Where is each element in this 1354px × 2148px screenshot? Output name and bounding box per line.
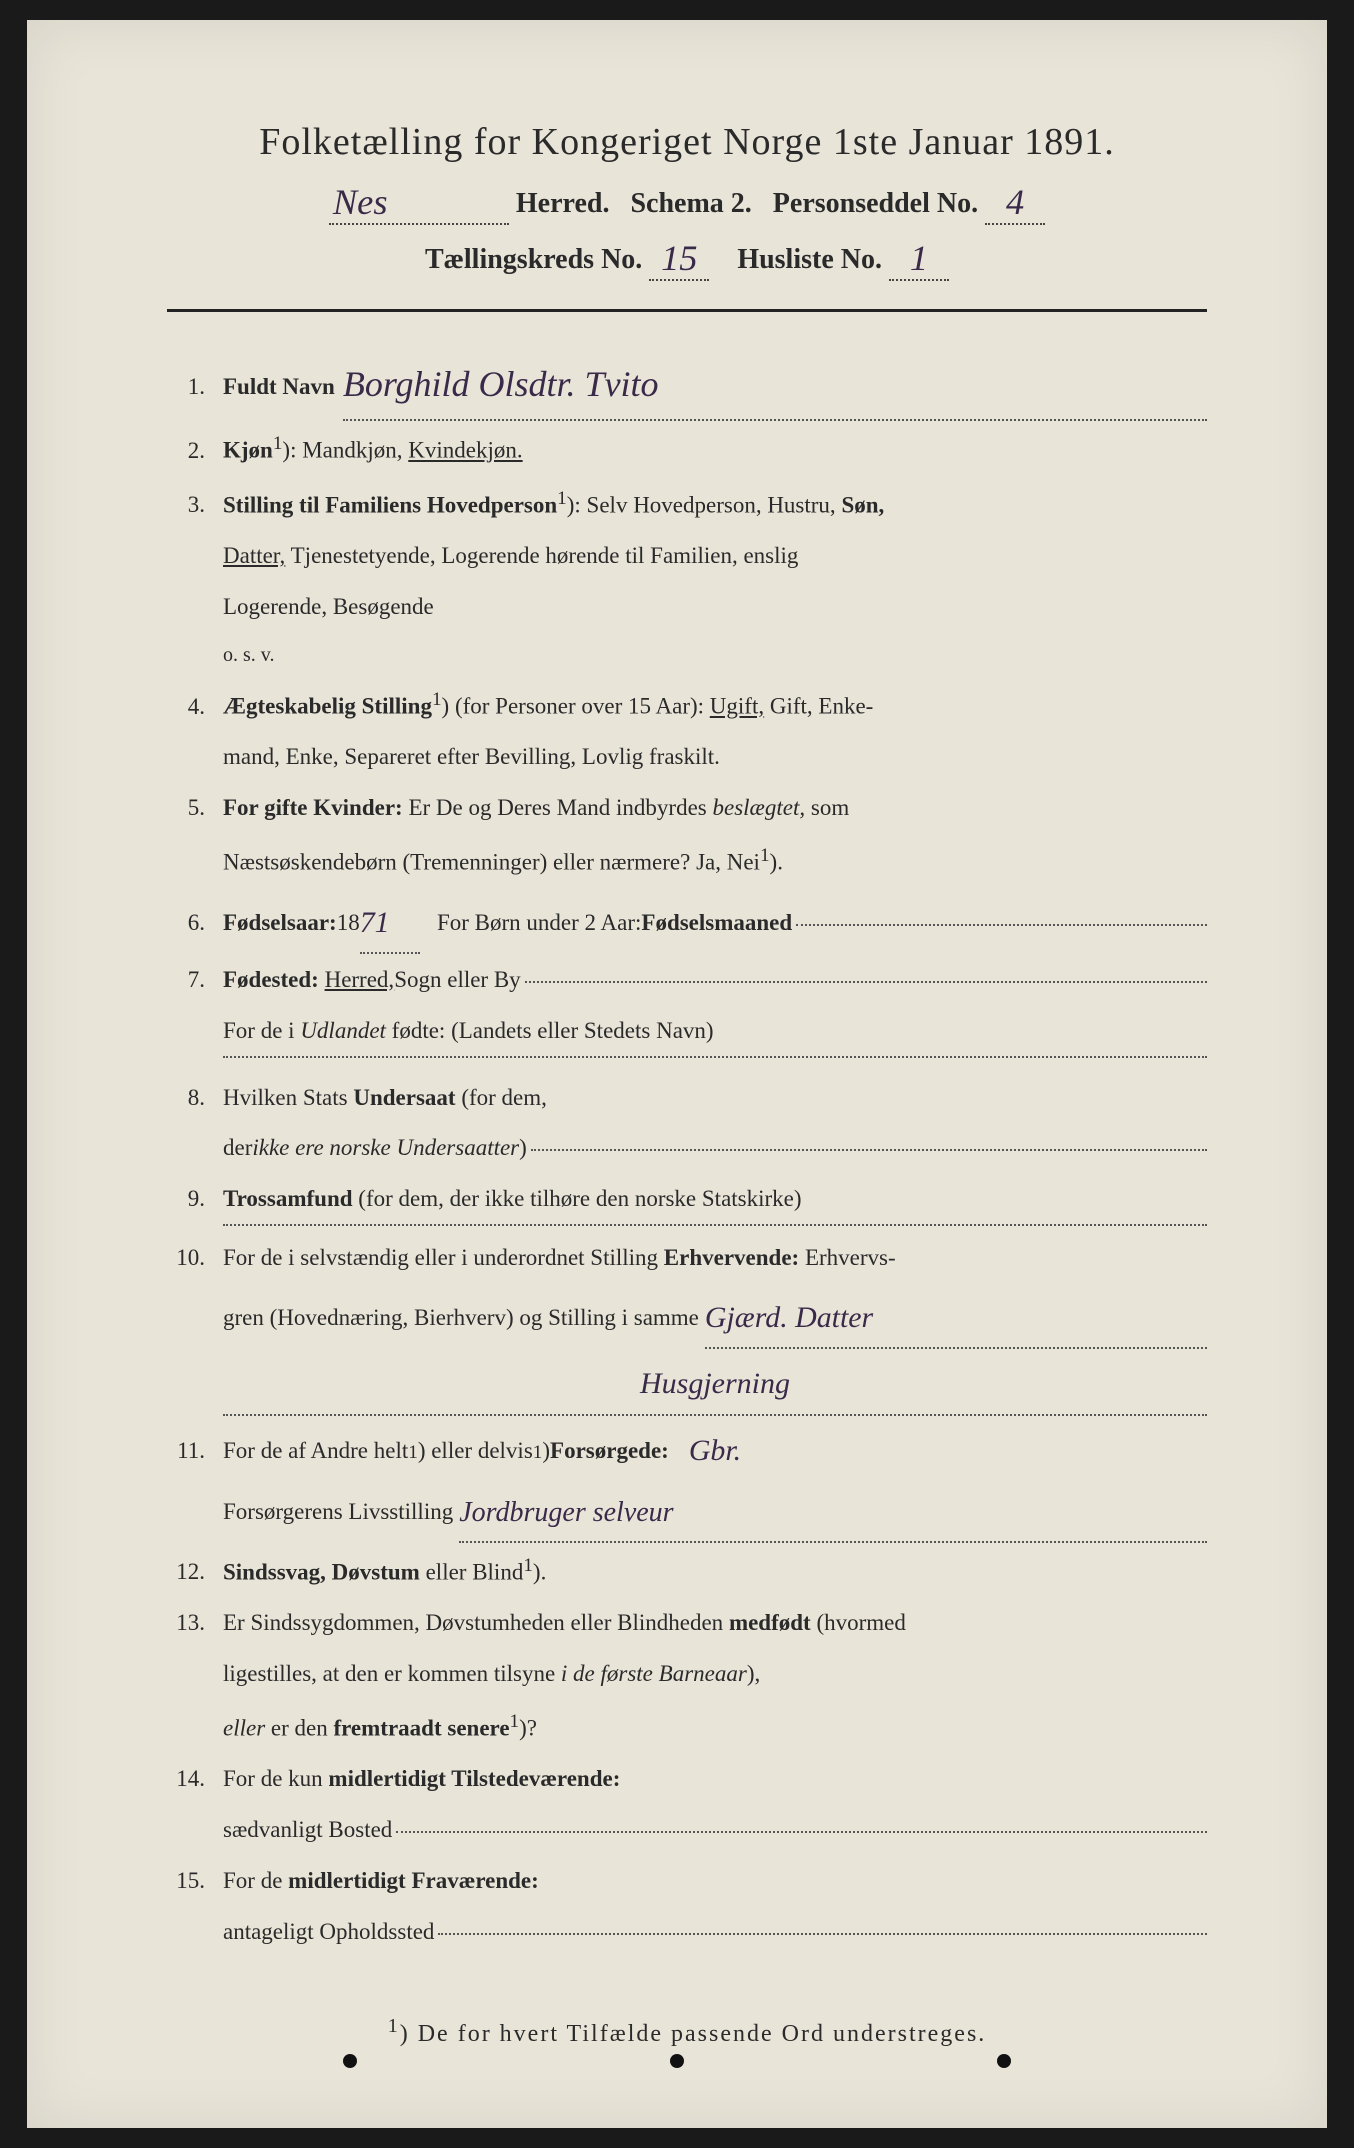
q10: 10. For de i selvstændig eller i underor… <box>167 1236 1207 1281</box>
hole-icon <box>670 2054 684 2068</box>
husliste-no: 1 <box>889 237 949 281</box>
kreds-no: 15 <box>649 237 709 281</box>
q6: 6. Fødselsaar: 1871 For Børn under 2 Aar… <box>167 892 1207 952</box>
q2: 2. Kjøn1): Mandkjøn, Kvindekjøn. <box>167 425 1207 474</box>
occupation-1: Gjærd. Datter <box>705 1289 1207 1349</box>
q7: 7. Fødested: Herred, Sogn eller By <box>167 958 1207 1003</box>
q12: 12. Sindssvag, Døvstum eller Blind1). <box>167 1547 1207 1596</box>
footnote: 1) De for hvert Tilfælde passende Ord un… <box>167 2015 1207 2048</box>
selected-sex: Kvindekjøn. <box>408 438 522 463</box>
hole-icon <box>997 2054 1011 2068</box>
q1: 1. Fuldt Navn Borghild Olsdtr. Tvito <box>167 347 1207 419</box>
personseddel-no: 4 <box>985 181 1045 225</box>
form-body: 1. Fuldt Navn Borghild Olsdtr. Tvito 2. … <box>167 347 1207 1955</box>
header-line3: Tællingskreds No. 15 Husliste No. 1 <box>167 235 1207 279</box>
q14: 14. For de kun midlertidigt Tilstedevære… <box>167 1757 1207 1802</box>
q3: 3. Stilling til Familiens Hovedperson1):… <box>167 480 1207 529</box>
selected-birthplace: Herred, <box>325 958 395 1003</box>
form-header: Folketælling for Kongeriget Norge 1ste J… <box>167 120 1207 279</box>
binding-holes <box>27 2054 1327 2068</box>
q13: 13. Er Sindssygdommen, Døvstumheden elle… <box>167 1601 1207 1646</box>
q11: 11. For de af Andre helt1) eller delvis1… <box>167 1420 1207 1478</box>
q4: 4. Ægteskabelig Stilling1) (for Personer… <box>167 681 1207 730</box>
divider <box>167 309 1207 312</box>
census-form-page: Folketælling for Kongeriget Norge 1ste J… <box>27 20 1327 2128</box>
herred-field: Nes <box>329 181 509 225</box>
header-line2: Nes Herred. Schema 2. Personseddel No. 4 <box>167 179 1207 223</box>
q8: 8. Hvilken Stats Undersaat (for dem, <box>167 1076 1207 1121</box>
provider-occupation: Jordbruger selveur <box>459 1486 1207 1543</box>
occupation-2: Husgjerning <box>223 1355 1207 1416</box>
hole-icon <box>343 2054 357 2068</box>
title: Folketælling for Kongeriget Norge 1ste J… <box>167 120 1207 164</box>
q5: 5. For gifte Kvinder: Er De og Deres Man… <box>167 786 1207 831</box>
selected-relation: Datter, <box>223 543 285 568</box>
selected-marital: Ugift, <box>710 694 764 719</box>
q9: 9. Trossamfund (for dem, der ikke tilhør… <box>167 1177 1207 1222</box>
birth-year: 71 <box>360 894 420 954</box>
provider-note: Gbr. <box>689 1422 741 1480</box>
q15: 15. For de midlertidigt Fraværende: <box>167 1859 1207 1904</box>
name-field: Borghild Olsdtr. Tvito <box>343 349 1207 421</box>
